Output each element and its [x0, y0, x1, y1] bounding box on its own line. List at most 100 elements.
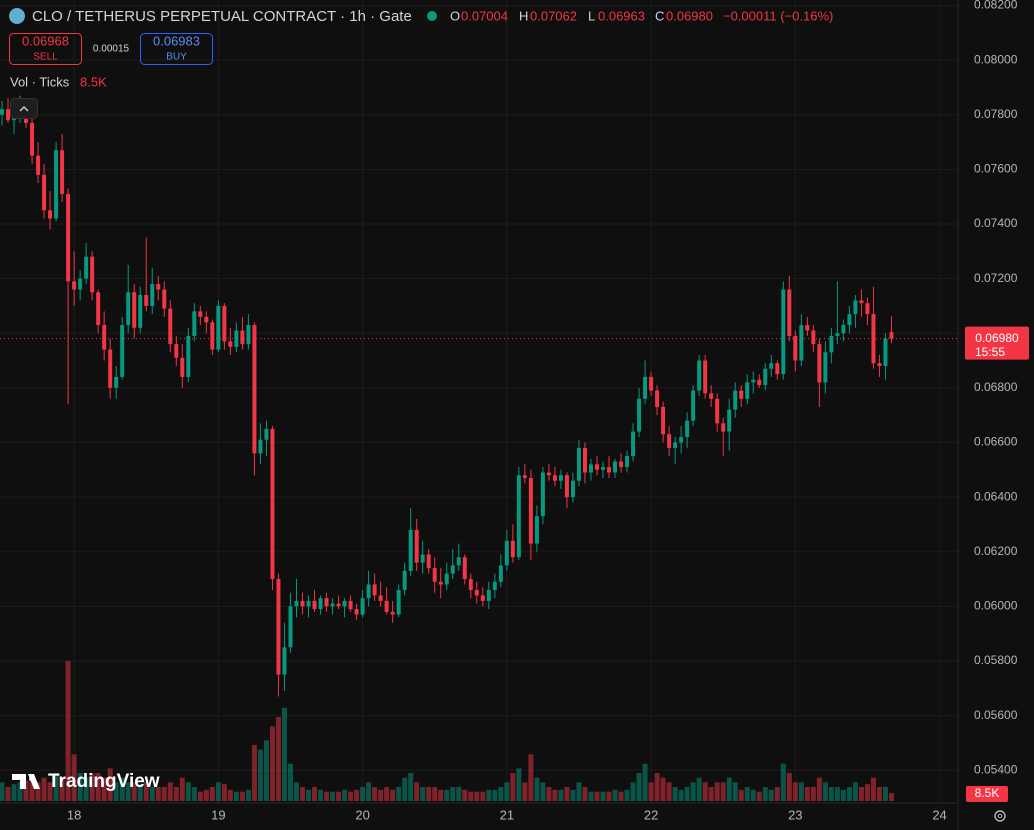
collapse-icon[interactable]	[19, 106, 29, 112]
volume-bar	[275, 717, 281, 801]
y-tick-label: 0.08000	[974, 52, 1018, 66]
sell-label[interactable]: SELL	[33, 52, 58, 63]
candle-body	[102, 325, 107, 350]
collapse-button[interactable]	[10, 98, 38, 119]
volume-bar	[426, 787, 432, 801]
volume-bar	[618, 791, 624, 801]
volume-bar	[420, 787, 426, 801]
volume-bar	[209, 787, 215, 801]
spread: 0.00015	[93, 44, 130, 55]
candle-body	[30, 122, 35, 156]
candle-body	[192, 311, 197, 336]
volume-bar	[846, 787, 852, 801]
volume-bar	[666, 782, 672, 801]
candle-body	[438, 581, 443, 585]
volume-bar	[372, 787, 378, 801]
candle-body	[631, 431, 636, 457]
symbol-logo	[9, 8, 25, 24]
volume-bar	[870, 777, 876, 801]
candle-body	[528, 477, 533, 544]
candle-body	[643, 376, 648, 399]
volume-bar	[318, 789, 324, 801]
volume-bar	[203, 789, 209, 801]
volume-bar	[546, 787, 552, 801]
candle-body	[276, 579, 281, 675]
volume-bar	[179, 777, 185, 801]
candle-body	[865, 303, 870, 315]
buy-button[interactable]	[140, 33, 213, 65]
candle-body	[637, 398, 642, 432]
settings-icon[interactable]	[994, 810, 1006, 822]
candle-body	[42, 174, 47, 211]
y-tick-label: 0.07600	[974, 162, 1018, 176]
volume-bar	[528, 754, 534, 801]
candle-body	[799, 325, 804, 361]
volume-bar	[384, 787, 390, 801]
candle-body	[432, 568, 437, 582]
brand-logo	[12, 774, 40, 789]
buy-price[interactable]: 0.06983	[153, 33, 200, 48]
volume-bar	[119, 777, 125, 801]
candle-body	[619, 461, 624, 468]
candle-body	[546, 472, 551, 476]
sell-price[interactable]: 0.06968	[22, 33, 69, 48]
volume-bar	[173, 787, 179, 801]
volume-bar	[396, 787, 402, 801]
volume-bar	[606, 791, 612, 801]
volume-legend-value: 8.5K	[80, 74, 107, 89]
candle-body	[781, 289, 786, 375]
change: −0.00011 (−0.16%)	[723, 8, 833, 23]
volume-bar	[558, 789, 564, 801]
candle-body	[240, 330, 245, 345]
candle-body	[420, 554, 425, 563]
volume-bar	[432, 787, 438, 801]
settings-icon-center[interactable]	[997, 813, 1003, 819]
volume-bar	[450, 787, 456, 801]
candle-body	[402, 570, 407, 590]
volume-bar	[0, 782, 5, 801]
candle-body	[474, 589, 479, 596]
candle-body	[360, 598, 365, 615]
volume-bar	[245, 789, 251, 801]
candle-body	[282, 647, 287, 675]
volume-bar	[534, 777, 540, 801]
candle-body	[174, 344, 179, 358]
candle-body	[883, 338, 888, 366]
candle-body	[378, 595, 383, 601]
candle-body	[673, 442, 678, 448]
candle-body	[138, 294, 143, 328]
candle-body	[691, 390, 696, 421]
volume-bar	[576, 782, 582, 801]
volume-bar	[570, 789, 576, 801]
volume-bar	[564, 787, 570, 801]
candle-body	[288, 606, 293, 648]
volume-bar	[221, 784, 227, 801]
candle-body	[552, 475, 557, 481]
volume-bar	[269, 726, 275, 801]
volume-bar	[822, 782, 828, 801]
candle-body	[576, 447, 581, 481]
candle-body	[114, 376, 119, 388]
candle-body	[721, 423, 726, 432]
candle-body	[510, 540, 515, 558]
candle-body	[787, 289, 792, 336]
volume-bar	[714, 782, 720, 801]
candle-body	[871, 314, 876, 364]
candle-body	[444, 573, 449, 585]
candle-body	[126, 292, 131, 326]
volume-bar	[516, 768, 522, 801]
volume-bar	[11, 784, 17, 801]
volume-bar	[462, 789, 468, 801]
buy-label[interactable]: BUY	[166, 52, 187, 63]
volume-bar	[804, 787, 810, 801]
status-dot	[427, 11, 437, 21]
candle-body	[306, 600, 311, 607]
sell-button[interactable]	[9, 33, 82, 65]
candle-body	[877, 363, 882, 366]
candle-body	[414, 529, 419, 563]
candle-body	[108, 349, 113, 388]
volume-bar	[161, 787, 167, 801]
candle-body	[408, 529, 413, 571]
